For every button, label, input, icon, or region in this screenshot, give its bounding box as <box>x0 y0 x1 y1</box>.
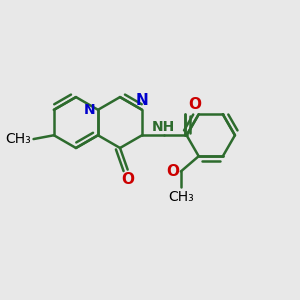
Text: CH₃: CH₃ <box>5 132 31 146</box>
Text: CH₃: CH₃ <box>168 190 194 204</box>
Text: N: N <box>84 103 96 117</box>
Text: O: O <box>121 172 134 188</box>
Text: NH: NH <box>152 120 175 134</box>
Text: O: O <box>167 164 179 179</box>
Text: N: N <box>136 93 148 108</box>
Text: O: O <box>188 97 201 112</box>
